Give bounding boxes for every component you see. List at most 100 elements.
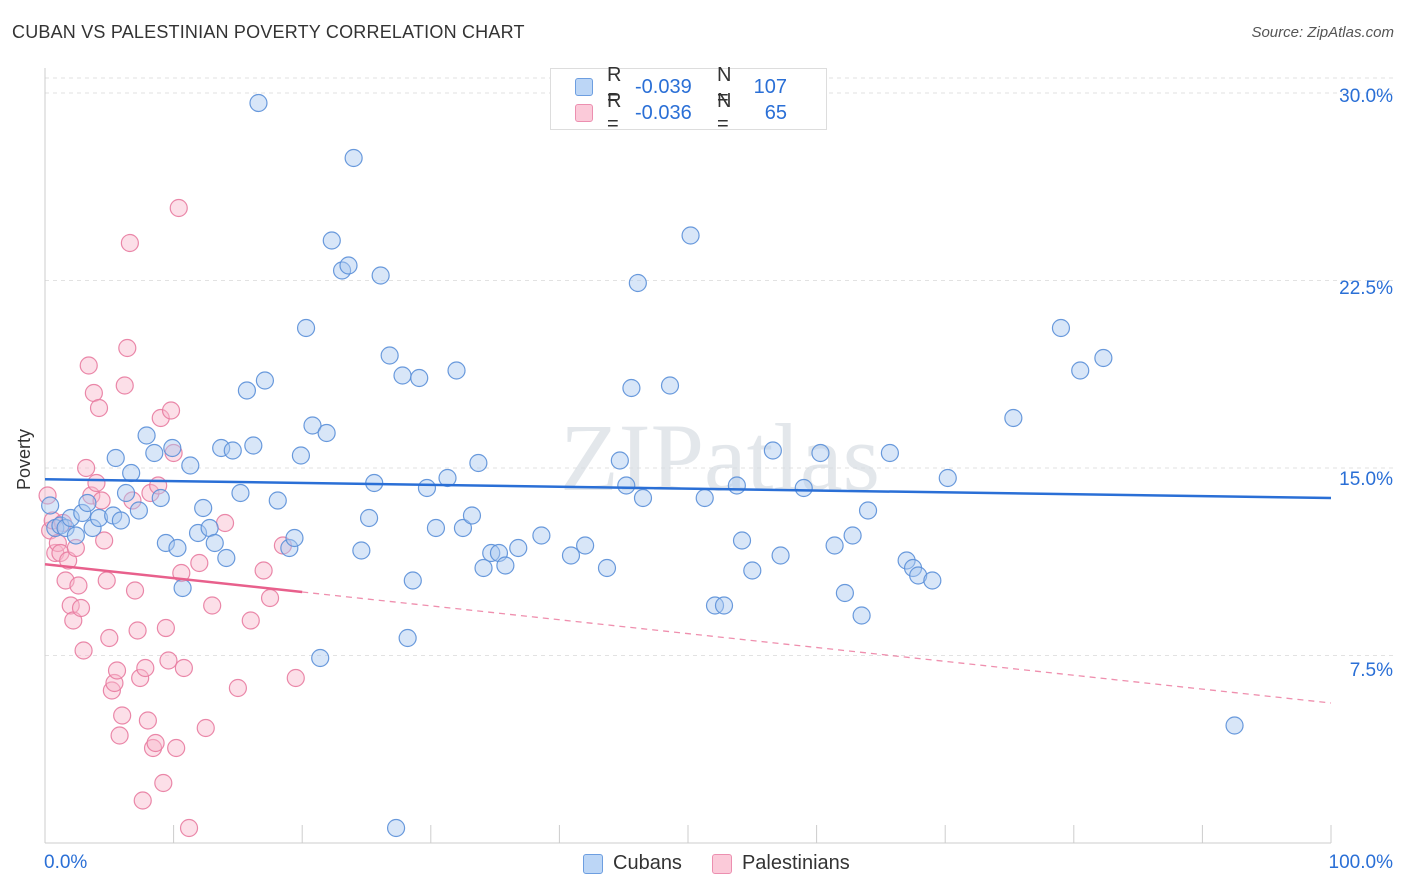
palestinian-point-16 — [79, 356, 98, 375]
cuban-point-76 — [622, 378, 641, 398]
series-legend: Cubans Palestinians — [583, 852, 880, 875]
cuban-point-84 — [727, 476, 746, 495]
cuban-point-42 — [311, 648, 330, 668]
palestinian-point-11 — [66, 538, 85, 558]
cuban-point-65 — [474, 558, 493, 578]
palestinian-point-21 — [92, 491, 111, 510]
cuban-point-5 — [66, 526, 85, 545]
legend-row-cubans: R = -0.039 N = 107 — [575, 64, 787, 109]
palestinian-point-61 — [254, 561, 273, 580]
cuban-point-44 — [322, 231, 341, 250]
palestinian-point-39 — [138, 711, 157, 730]
cuban-point-15 — [129, 501, 148, 520]
cuban-point-90 — [811, 443, 830, 463]
cuban-point-36 — [268, 491, 287, 510]
cuban-point-39 — [291, 446, 311, 465]
cuban-point-81 — [695, 488, 714, 508]
palestinian-point-59 — [228, 678, 247, 698]
correlation-legend: R = -0.039 N = 107 R = -0.036 N = 65 — [550, 64, 827, 135]
cuban-point-69 — [509, 538, 528, 558]
chart-title: CUBAN VS PALESTINIAN POVERTY CORRELATION… — [12, 22, 525, 42]
cuban-point-75 — [617, 476, 636, 495]
r-value-palestinians: -0.036 — [635, 101, 692, 124]
y-tick-label-15: 15.0% — [1339, 469, 1393, 490]
cuban-point-49 — [359, 508, 379, 528]
legend-item-palestinians[interactable]: Palestinians — [711, 852, 850, 875]
cuban-point-101 — [938, 468, 957, 488]
cuban-point-23 — [181, 456, 200, 475]
palestinian-point-48 — [161, 401, 181, 420]
palestinian-point-44 — [151, 408, 170, 428]
palestinian-point-29 — [113, 706, 132, 725]
palestinians-points — [38, 198, 305, 838]
cuban-point-87 — [763, 441, 782, 460]
palestinian-point-38 — [136, 658, 155, 678]
cuban-point-57 — [410, 368, 429, 388]
cuban-point-4 — [61, 508, 80, 528]
cuban-point-94 — [852, 606, 871, 625]
palestinian-point-54 — [179, 818, 199, 838]
cubans-points — [41, 93, 1244, 838]
cuban-point-99 — [909, 566, 928, 585]
palestinian-point-47 — [159, 651, 178, 670]
cuban-point-93 — [843, 526, 862, 545]
cuban-point-24 — [188, 523, 208, 543]
cuban-point-61 — [447, 361, 466, 380]
r-label: R = — [607, 90, 622, 135]
cuban-point-106 — [1225, 716, 1244, 735]
cuban-point-25 — [194, 498, 213, 518]
palestinian-point-53 — [174, 658, 193, 678]
cuban-point-64 — [469, 453, 488, 473]
cuban-point-74 — [610, 451, 629, 470]
palestinian-point-64 — [286, 668, 305, 688]
cuban-point-19 — [156, 533, 175, 553]
cuban-point-91 — [825, 536, 844, 555]
r-value-cubans: -0.039 — [635, 75, 692, 98]
cuban-point-12 — [111, 511, 130, 530]
legend-item-cubans[interactable]: Cubans — [583, 852, 682, 875]
palestinian-point-50 — [167, 738, 186, 758]
cuban-point-37 — [280, 538, 299, 558]
palestinian-point-13 — [71, 598, 91, 618]
cuban-point-0 — [41, 496, 60, 515]
cuban-point-6 — [73, 503, 92, 523]
legend-row-palestinians: R = -0.036 N = 65 — [575, 90, 787, 135]
n-value-cubans: 107 — [753, 75, 787, 98]
y-tick-label-7-5: 7.5% — [1349, 660, 1393, 681]
cuban-point-43 — [317, 423, 336, 443]
cuban-point-40 — [296, 318, 316, 338]
cubans-legend-label: Cubans — [613, 852, 682, 874]
palestinians-swatch — [575, 104, 593, 122]
palestinian-point-45 — [154, 773, 173, 793]
cuban-point-33 — [244, 436, 263, 455]
axes — [44, 68, 1332, 844]
y-axis-title: Poverty — [14, 428, 34, 490]
cuban-point-9 — [89, 508, 109, 528]
palestinian-point-36 — [131, 668, 150, 688]
cuban-point-79 — [660, 376, 680, 395]
cuban-point-32 — [237, 381, 257, 400]
cuban-point-89 — [794, 478, 813, 498]
cuban-point-68 — [496, 556, 515, 575]
cuban-point-11 — [106, 448, 125, 468]
cuban-point-38 — [285, 528, 304, 548]
palestinian-point-27 — [107, 661, 127, 680]
cuban-point-62 — [453, 518, 473, 538]
cuban-point-66 — [482, 543, 501, 563]
cuban-point-20 — [163, 438, 182, 458]
palestinian-trend-line — [44, 563, 303, 594]
palestinian-point-42 — [146, 733, 165, 753]
palestinians-legend-swatch — [711, 853, 732, 874]
palestinian-point-34 — [125, 581, 145, 600]
cuban-point-54 — [393, 366, 412, 385]
cuban-point-55 — [398, 628, 417, 648]
cuban-point-77 — [628, 273, 647, 293]
palestinian-point-15 — [77, 458, 96, 478]
palestinian-point-33 — [123, 491, 142, 510]
palestinian-point-28 — [110, 726, 129, 745]
cuban-point-48 — [352, 541, 371, 560]
cuban-point-52 — [380, 346, 399, 365]
trend-lines — [44, 478, 1332, 704]
source-label: Source: ZipAtlas.com — [1251, 24, 1394, 41]
cuban-point-13 — [116, 483, 136, 503]
